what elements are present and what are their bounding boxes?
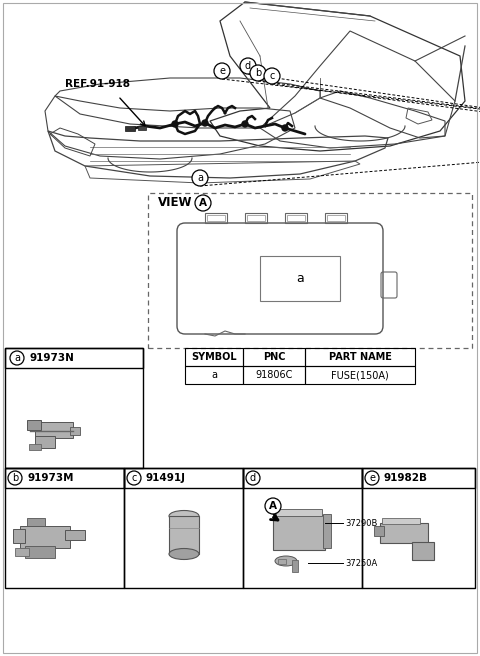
Bar xyxy=(380,523,428,543)
Bar xyxy=(5,468,124,588)
Text: 37290B: 37290B xyxy=(345,518,377,527)
Bar xyxy=(124,468,243,588)
Text: PNC: PNC xyxy=(263,352,285,362)
Bar xyxy=(5,468,124,488)
Bar xyxy=(362,468,475,588)
Bar xyxy=(245,213,267,223)
Bar xyxy=(25,546,55,558)
Text: 91806C: 91806C xyxy=(255,370,293,380)
Text: 91982B: 91982B xyxy=(384,473,428,483)
Bar xyxy=(13,529,25,543)
Bar xyxy=(65,530,85,540)
Circle shape xyxy=(282,125,288,131)
Text: e: e xyxy=(369,473,375,483)
Circle shape xyxy=(214,63,230,79)
Bar xyxy=(285,213,307,223)
Bar xyxy=(35,436,55,448)
Text: FUSE(150A): FUSE(150A) xyxy=(331,370,389,380)
Bar xyxy=(362,468,475,488)
Bar xyxy=(305,348,415,366)
Text: b: b xyxy=(12,473,18,483)
Bar xyxy=(287,215,305,221)
Ellipse shape xyxy=(169,548,199,560)
Bar xyxy=(5,348,143,368)
Text: a: a xyxy=(296,272,304,285)
Bar xyxy=(15,548,29,556)
Circle shape xyxy=(195,195,211,211)
Bar xyxy=(29,444,41,450)
Text: c: c xyxy=(132,473,137,483)
Bar xyxy=(205,213,227,223)
Text: 91491J: 91491J xyxy=(146,473,186,483)
Text: 91973N: 91973N xyxy=(30,353,75,363)
Circle shape xyxy=(172,121,178,127)
Bar xyxy=(374,526,384,536)
Bar xyxy=(207,215,225,221)
Circle shape xyxy=(127,471,141,485)
Text: c: c xyxy=(269,71,275,81)
Bar xyxy=(305,366,415,384)
Text: PART NAME: PART NAME xyxy=(329,352,391,362)
Bar xyxy=(260,256,340,301)
Bar xyxy=(323,514,331,548)
Circle shape xyxy=(264,68,280,84)
Circle shape xyxy=(10,351,24,365)
Text: a: a xyxy=(211,370,217,380)
Bar xyxy=(148,193,472,348)
Ellipse shape xyxy=(275,556,297,566)
Bar xyxy=(278,559,286,564)
Bar xyxy=(327,215,345,221)
Circle shape xyxy=(246,471,260,485)
Bar xyxy=(247,215,265,221)
Bar xyxy=(276,509,322,516)
Text: 91973M: 91973M xyxy=(27,473,73,483)
Text: 37250A: 37250A xyxy=(345,558,377,567)
Text: e: e xyxy=(219,66,225,76)
Ellipse shape xyxy=(169,510,199,522)
Text: b: b xyxy=(255,68,261,78)
Circle shape xyxy=(8,471,22,485)
Bar xyxy=(169,516,199,554)
Bar xyxy=(35,422,73,438)
Circle shape xyxy=(365,471,379,485)
Text: REF.91-918: REF.91-918 xyxy=(65,79,130,89)
Circle shape xyxy=(250,65,266,81)
Bar xyxy=(325,213,347,223)
Bar xyxy=(185,366,243,384)
Bar xyxy=(412,542,434,560)
Bar xyxy=(273,515,325,550)
Bar xyxy=(70,427,80,435)
Bar xyxy=(27,518,45,526)
Bar xyxy=(124,468,243,488)
Bar xyxy=(243,468,362,488)
Bar xyxy=(243,468,362,588)
Bar xyxy=(185,348,243,366)
Text: A: A xyxy=(269,501,277,511)
Circle shape xyxy=(192,170,208,186)
Text: a: a xyxy=(14,353,20,363)
Circle shape xyxy=(265,498,281,514)
Bar xyxy=(382,518,420,524)
Bar xyxy=(125,126,135,131)
Bar xyxy=(243,366,305,384)
Circle shape xyxy=(242,121,248,127)
Text: d: d xyxy=(245,61,251,71)
Bar xyxy=(243,348,305,366)
Bar xyxy=(27,420,41,430)
Text: VIEW: VIEW xyxy=(158,197,192,209)
Text: A: A xyxy=(199,198,207,208)
Bar xyxy=(138,126,146,130)
Bar xyxy=(20,526,70,548)
Circle shape xyxy=(202,120,208,126)
Text: d: d xyxy=(250,473,256,483)
Text: SYMBOL: SYMBOL xyxy=(191,352,237,362)
Circle shape xyxy=(240,58,256,74)
Bar xyxy=(292,560,298,572)
Text: a: a xyxy=(197,173,203,183)
Bar xyxy=(5,348,143,468)
